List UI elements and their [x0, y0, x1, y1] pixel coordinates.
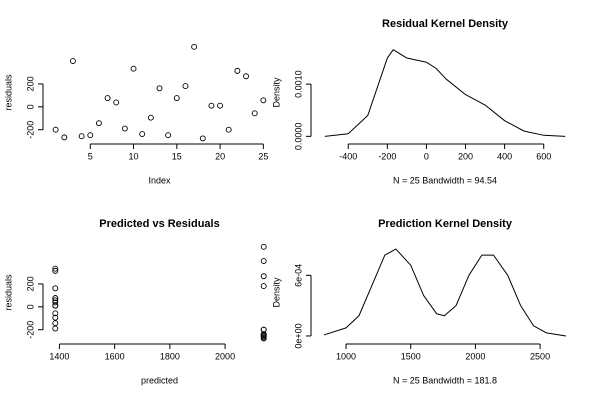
x-tick-label: 1800 [160, 351, 180, 361]
chart-title: Predicted vs Residuals [99, 218, 219, 230]
x-tick-label: 1400 [49, 351, 69, 361]
point [234, 67, 241, 74]
point [260, 332, 267, 339]
point [260, 273, 267, 280]
x-tick-label: 400 [497, 151, 512, 161]
y-tick-label: 200 [25, 76, 35, 91]
point [165, 132, 172, 139]
point [217, 102, 224, 109]
point [52, 314, 59, 321]
point [260, 97, 267, 104]
x-tick-label: 0 [424, 151, 429, 161]
x-tick-label: 2000 [215, 351, 235, 361]
y-tick-label: -200 [25, 121, 35, 139]
y-tick-label: 6e-04 [293, 264, 303, 287]
point [199, 135, 206, 142]
point [225, 126, 232, 133]
point [61, 134, 68, 141]
y-tick-label: 0.0000 [293, 123, 303, 151]
x-tick-label: -400 [339, 151, 357, 161]
x-tick-label: 1000 [336, 351, 356, 361]
x-tick-label: 2000 [465, 351, 485, 361]
point [191, 43, 198, 50]
x-tick-label: 1600 [105, 351, 125, 361]
point [260, 326, 267, 333]
point [260, 243, 267, 250]
x-tick-label: 20 [215, 151, 225, 161]
x-axis-label: Index [148, 175, 171, 185]
y-tick-label: 200 [25, 276, 35, 291]
point [87, 132, 94, 139]
point [139, 131, 146, 137]
point [52, 267, 59, 274]
point [70, 58, 76, 64]
y-axis-label: Density [271, 77, 281, 108]
point [156, 85, 163, 92]
x-tick-label: 1500 [401, 351, 421, 361]
point [104, 95, 111, 102]
y-tick-label: 0 [25, 104, 35, 109]
chart-title: Residual Kernel Density [382, 18, 509, 30]
point [52, 325, 59, 332]
point [243, 73, 249, 80]
point [260, 335, 267, 342]
point [52, 265, 59, 272]
point [52, 302, 59, 309]
x-tick-label: 10 [129, 151, 139, 161]
point [147, 114, 154, 121]
x-tick-label: 200 [458, 151, 473, 161]
point [52, 320, 59, 327]
x-axis-label: N = 25 Bandwidth = 94.54 [393, 175, 497, 185]
x-tick-label: -200 [378, 151, 396, 161]
x-tick-label: 15 [172, 151, 182, 161]
x-tick-label: 2500 [530, 351, 550, 361]
x-tick-label: 25 [258, 151, 268, 161]
point [173, 95, 180, 102]
y-axis-label: Density [271, 277, 281, 308]
point [182, 83, 189, 90]
point [52, 299, 59, 306]
y-axis-label: residuals [3, 74, 13, 111]
point [251, 110, 258, 117]
point [121, 125, 128, 132]
x-axis-label: N = 25 Bandwidth = 181.8 [393, 375, 497, 385]
point [52, 297, 59, 304]
density-line [323, 248, 567, 337]
x-tick-label: 5 [88, 151, 93, 161]
y-tick-label: 0 [25, 304, 35, 309]
point [52, 295, 59, 302]
point [208, 102, 215, 109]
point [113, 99, 120, 106]
x-axis-label: predicted [141, 375, 178, 385]
chart-title: Prediction Kernel Density [378, 218, 513, 230]
point [260, 283, 267, 290]
y-tick-label: -200 [25, 321, 35, 339]
y-tick-label: 0e+00 [293, 323, 303, 348]
point [52, 126, 59, 133]
density-line [324, 49, 566, 137]
point [52, 285, 59, 292]
y-tick-label: 0.0010 [293, 70, 303, 98]
point [78, 133, 85, 140]
y-axis-label: residuals [3, 274, 13, 311]
point [130, 65, 137, 72]
point [95, 120, 102, 127]
point [260, 258, 267, 264]
x-tick-label: 600 [536, 151, 551, 161]
point [52, 310, 59, 317]
